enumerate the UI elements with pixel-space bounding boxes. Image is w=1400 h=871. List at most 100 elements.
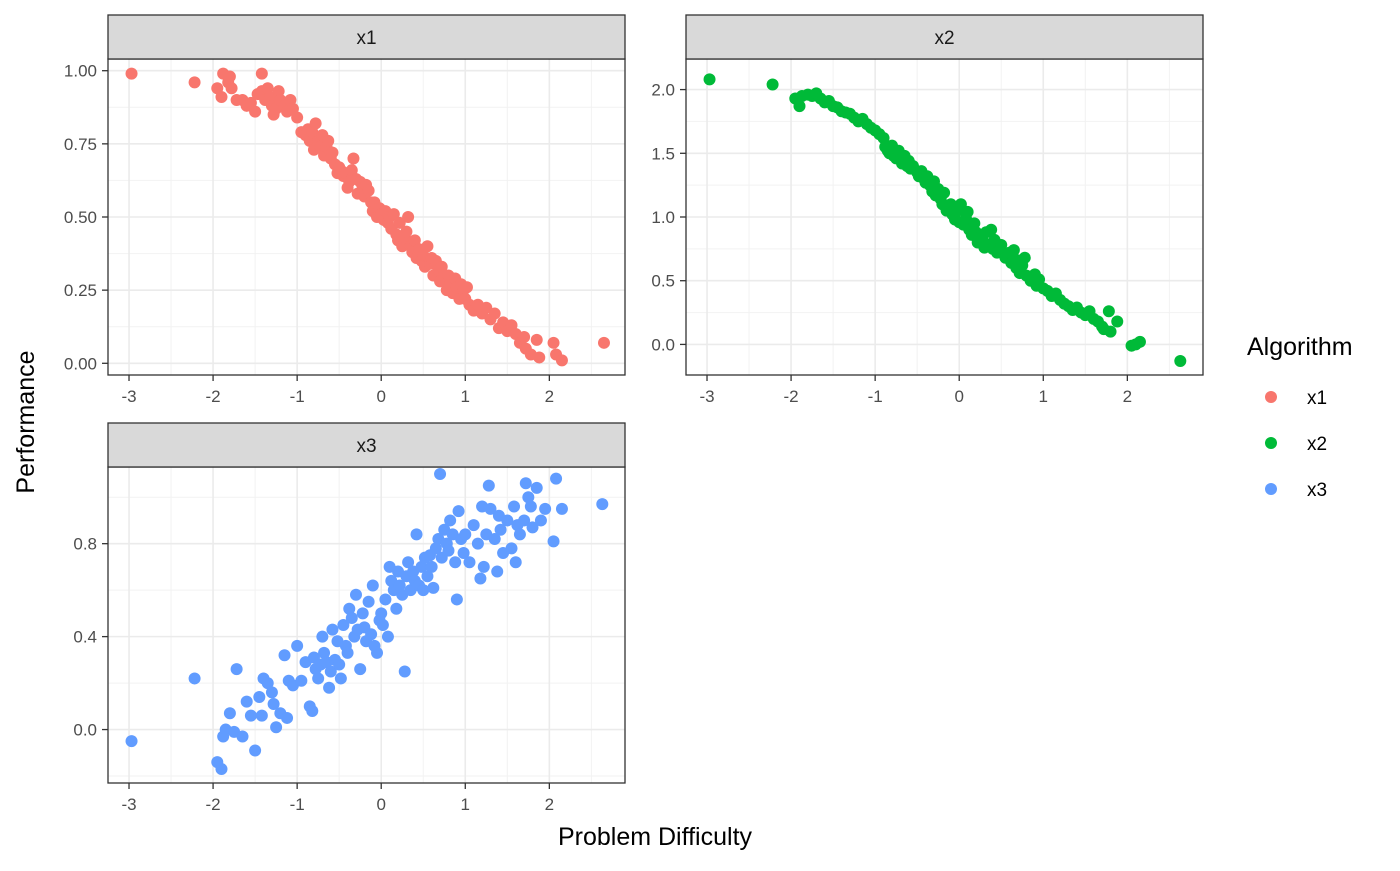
data-point	[429, 542, 442, 555]
data-point	[415, 560, 428, 573]
data-point	[482, 479, 495, 492]
legend-key-x3	[1265, 483, 1277, 495]
data-point	[555, 354, 568, 367]
data-point	[341, 646, 354, 659]
x-tick-label: -1	[290, 387, 305, 406]
x-tick-label: -2	[206, 795, 221, 814]
data-point	[1033, 273, 1046, 286]
data-point	[371, 646, 384, 659]
x-tick-label: 2	[545, 387, 554, 406]
data-point	[550, 472, 563, 485]
x-tick-label: 1	[461, 795, 470, 814]
data-point	[291, 111, 304, 124]
data-point	[249, 105, 262, 118]
data-point	[362, 184, 375, 197]
x-tick-label: -3	[699, 387, 714, 406]
data-point	[467, 519, 480, 532]
data-point	[421, 570, 434, 583]
data-point	[326, 623, 339, 636]
data-point	[434, 467, 447, 480]
y-tick-label: 0.8	[73, 535, 97, 554]
data-point	[1133, 335, 1146, 348]
data-point	[362, 595, 375, 608]
data-point	[463, 556, 476, 569]
data-point	[530, 481, 543, 494]
data-point	[534, 514, 547, 527]
data-point	[539, 502, 552, 515]
data-point	[393, 579, 406, 592]
y-tick-label: 0.75	[64, 135, 97, 154]
data-point	[457, 546, 470, 559]
data-point	[309, 117, 322, 130]
data-point	[333, 658, 346, 671]
data-point	[387, 208, 400, 221]
data-point	[376, 619, 389, 631]
panel-x2: x2 -3 -2 -1 0 1 2 0.0 0.5 1.0 1.5 2.0	[651, 14, 1204, 406]
data-point	[442, 544, 455, 557]
data-point	[1018, 251, 1031, 264]
data-point	[877, 132, 890, 144]
x-tick-label: 0	[376, 795, 385, 814]
data-point	[1104, 325, 1117, 338]
data-point	[501, 514, 514, 527]
data-point	[995, 239, 1008, 252]
data-point	[240, 695, 253, 708]
data-point	[345, 612, 358, 625]
data-point	[460, 281, 473, 294]
data-point	[398, 665, 411, 678]
data-point	[555, 502, 568, 515]
data-point	[188, 76, 201, 89]
x-tick-label: -2	[784, 387, 799, 406]
legend-label-x1: x1	[1307, 388, 1327, 409]
data-point	[343, 602, 356, 615]
data-point	[261, 677, 274, 690]
data-point	[255, 67, 268, 80]
data-point	[347, 152, 360, 165]
data-point	[334, 672, 347, 685]
data-point	[125, 735, 138, 748]
data-point	[421, 240, 434, 253]
data-point	[518, 330, 531, 343]
legend-label-x2: x2	[1307, 434, 1327, 455]
panel-x1: x1 -3 -2 -1 0 1 2 0.00 0.25 0.50 0.75 1.00	[64, 14, 626, 406]
x-tick-label: 1	[1039, 387, 1048, 406]
x-tick-label: 2	[545, 795, 554, 814]
data-point	[961, 205, 974, 218]
x-tick-label: -3	[121, 387, 136, 406]
data-point	[267, 698, 280, 710]
data-point	[318, 646, 331, 659]
data-point	[518, 514, 531, 527]
data-point	[337, 619, 350, 631]
data-point	[425, 560, 438, 573]
legend-label-x3: x3	[1307, 480, 1327, 501]
data-point	[513, 528, 526, 541]
data-point	[379, 593, 392, 606]
x-tick-label: 0	[376, 387, 385, 406]
data-point	[326, 146, 339, 159]
data-point	[427, 581, 440, 594]
x-axis-label: Problem Difficulty	[558, 823, 753, 851]
data-point	[215, 91, 228, 104]
panel-x3: x3 -3 -2 -1 0 1 2 0.0 0.4 0.8	[73, 422, 626, 814]
data-point	[236, 730, 249, 743]
data-point	[1102, 305, 1115, 318]
y-tick-label: 2.0	[651, 81, 675, 100]
legend: Algorithm x1 x2 x3	[1247, 333, 1353, 501]
x-tick-label: 1	[461, 387, 470, 406]
data-point	[938, 186, 951, 199]
y-axis-label: Performance	[12, 350, 40, 493]
data-point	[452, 505, 465, 518]
data-point	[354, 663, 367, 676]
data-point	[323, 681, 336, 694]
data-point	[488, 533, 501, 546]
data-point	[1174, 354, 1187, 367]
data-point	[450, 593, 463, 606]
data-point	[223, 70, 236, 83]
data-point	[324, 665, 337, 678]
data-point	[400, 225, 413, 238]
y-tick-label: 1.0	[651, 208, 675, 227]
y-tick-label: 0.0	[73, 721, 97, 740]
data-point	[505, 542, 518, 555]
